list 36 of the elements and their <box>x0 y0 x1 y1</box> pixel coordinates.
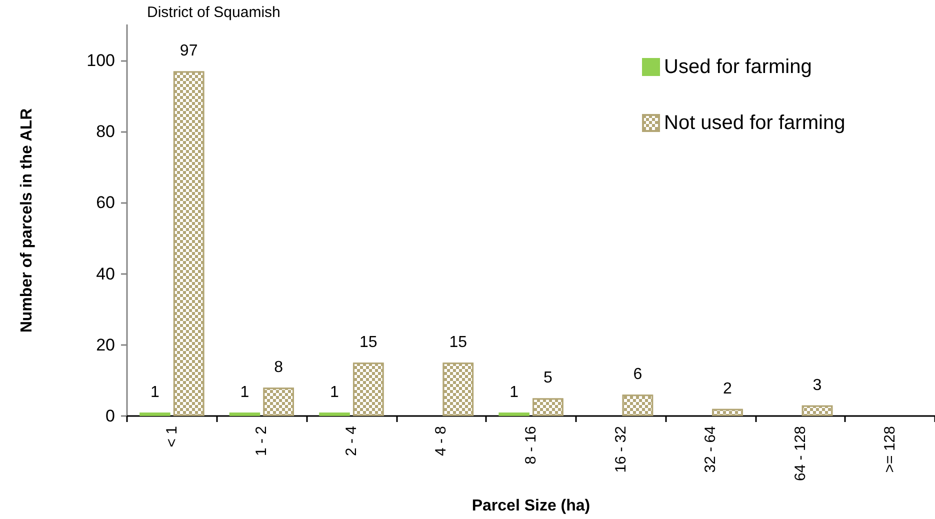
y-tick-label: 20 <box>96 335 115 354</box>
x-tick-label: < 1 <box>163 426 180 448</box>
data-label: 3 <box>812 376 822 394</box>
x-axis-title: Parcel Size (ha) <box>472 498 590 514</box>
y-tick-label: 40 <box>96 264 115 284</box>
data-label: 5 <box>543 370 552 387</box>
data-label: 97 <box>180 42 198 60</box>
x-tick-label: 4 - 8 <box>432 426 450 456</box>
data-label: 1 <box>510 384 519 401</box>
legend-label: Not used for farming <box>664 112 846 134</box>
legend-label: Used for farming <box>664 56 812 78</box>
x-tick-label: 2 - 4 <box>342 426 360 456</box>
x-tick-label: 32 - 64 <box>702 426 720 473</box>
x-tick-label: 16 - 32 <box>612 426 630 473</box>
bar <box>498 412 530 416</box>
data-label: 1 <box>150 384 160 401</box>
data-label: 2 <box>723 380 732 398</box>
x-tick-label: 8 - 16 <box>522 426 540 464</box>
bar <box>319 412 350 416</box>
y-tick-label: 60 <box>96 193 115 212</box>
y-tick-label: 0 <box>106 406 115 426</box>
x-tick-label: >= 128 <box>882 426 899 473</box>
chart-title: District of Squamish <box>147 4 280 21</box>
data-label: 6 <box>633 366 642 384</box>
x-tick-label: 1 - 2 <box>253 426 270 456</box>
data-label: 1 <box>330 384 340 401</box>
data-label: 15 <box>359 334 378 352</box>
bar <box>229 412 260 416</box>
y-tick-label: 100 <box>86 51 115 70</box>
data-label: 15 <box>449 334 468 352</box>
y-tick-label: 80 <box>96 122 115 142</box>
x-tick-label: 64 - 128 <box>792 426 809 482</box>
y-axis-title: Number of parcels in the ALR <box>18 108 36 333</box>
bar <box>140 412 170 416</box>
data-label: 1 <box>240 384 250 401</box>
data-label: 8 <box>274 359 284 376</box>
